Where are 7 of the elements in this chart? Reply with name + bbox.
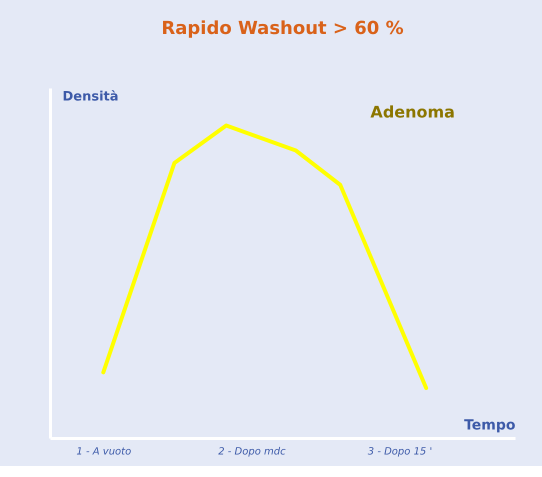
x-tick-label: 2 - Dopo mdc — [218, 446, 286, 458]
text: Adenoma — [370, 102, 455, 122]
x-tick-label: 3 - Dopo 15 ' — [368, 446, 432, 458]
chart-title: Rapido Washout > 60 % — [161, 18, 404, 39]
y-axis-title: Densità — [62, 90, 119, 104]
x-tick-label: 1 - A vuoto — [76, 446, 132, 458]
x-axis-title: Tempo — [464, 418, 516, 434]
